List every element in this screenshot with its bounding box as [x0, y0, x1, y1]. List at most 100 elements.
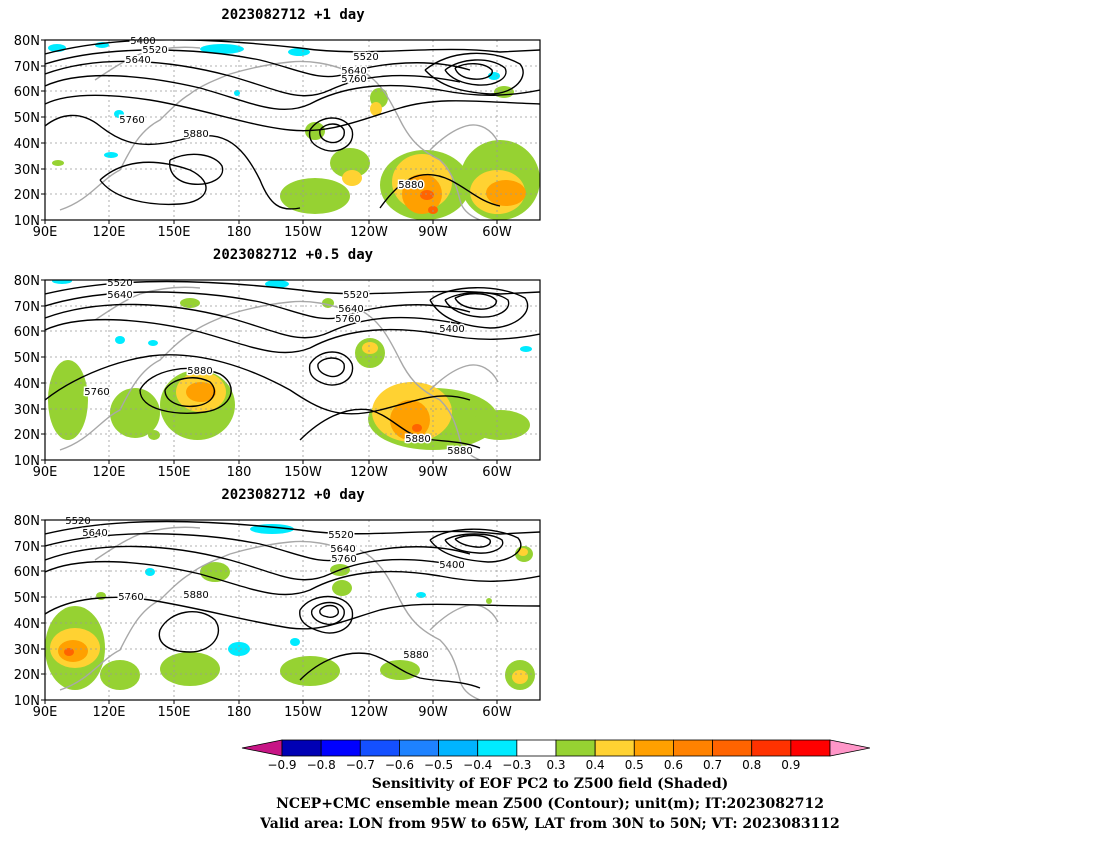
lon-tick-label: 90W: [418, 705, 448, 720]
z500-contour: [45, 60, 461, 97]
colorbar-box: [751, 739, 792, 757]
contour-label: 5640: [341, 66, 366, 77]
sensitivity-shading-patch: [148, 340, 158, 346]
z500-contour: [169, 153, 224, 185]
lat-tick-label: 70N: [14, 60, 40, 75]
contour-label: 5520: [65, 516, 90, 527]
z500-contour: [444, 533, 504, 554]
coastline: [359, 309, 481, 460]
z500-contour: [444, 291, 510, 318]
lon-tick-label: 90E: [33, 465, 58, 480]
sensitivity-shading-patch: [64, 648, 74, 656]
contour-label: 5520: [343, 290, 368, 301]
colorbar-box: [477, 739, 518, 757]
coastline: [359, 549, 481, 700]
coastline: [94, 286, 201, 321]
coastline: [359, 69, 481, 220]
colorbar-box: [320, 739, 361, 757]
contour-label: 5760: [331, 554, 356, 565]
sensitivity-shading-patch: [186, 382, 216, 402]
z500-contour: [158, 611, 220, 653]
coastline: [229, 60, 346, 75]
lat-tick-label: 30N: [14, 643, 40, 658]
z500-contour: [45, 40, 540, 55]
lat-tick-label: 50N: [14, 351, 40, 366]
contour-label: 5880: [398, 180, 423, 191]
z500-contour: [45, 94, 540, 132]
z500-contour: [308, 351, 354, 386]
lon-tick-label: 120E: [92, 225, 125, 240]
contour-label: 5520: [353, 52, 378, 63]
sensitivity-shading-patch: [115, 336, 125, 344]
contour-label: 5640: [125, 55, 150, 66]
colorbar-label: −0.6: [385, 758, 414, 772]
lat-tick-label: 20N: [14, 668, 40, 683]
contour-label: 5880: [187, 366, 212, 377]
contour-label: 5520: [142, 45, 167, 56]
lat-tick-label: 80N: [14, 514, 40, 529]
lon-tick-label: 150E: [157, 225, 190, 240]
coastline: [429, 604, 499, 631]
colorbar-label: −0.8: [307, 758, 336, 772]
contour-label: 5400: [439, 560, 464, 571]
sensitivity-shading-patch: [362, 342, 378, 354]
sensitivity-shading-patch: [380, 660, 420, 680]
contour-label: 5760: [118, 592, 143, 603]
sensitivity-shading-patch: [342, 170, 362, 186]
sensitivity-shading-patch: [486, 598, 492, 604]
lon-tick-label: 180: [227, 705, 252, 720]
lat-tick-label: 20N: [14, 188, 40, 203]
colorbar-label: −0.4: [463, 758, 492, 772]
z500-contour: [45, 533, 471, 562]
panel-title-2: 2023082712 +0.5 day: [212, 247, 374, 263]
z500-contour: [308, 117, 354, 152]
sensitivity-shading-patch: [412, 424, 422, 432]
sensitivity-shading-patch: [228, 642, 250, 656]
lat-tick-label: 70N: [14, 540, 40, 555]
lon-tick-label: 60W: [482, 225, 512, 240]
sensitivity-shading-patch: [486, 180, 526, 206]
z500-contour: [45, 74, 540, 111]
lon-tick-label: 120E: [92, 705, 125, 720]
colorbar-label: −0.9: [267, 758, 296, 772]
map-frame: [44, 279, 541, 461]
lon-tick-label: 150W: [284, 225, 322, 240]
colorbar-box: [555, 739, 596, 757]
lon-tick-label: 120W: [350, 705, 388, 720]
lat-tick-label: 30N: [14, 163, 40, 178]
contour-label: 5400: [130, 36, 155, 47]
colorbar-box: [281, 739, 322, 757]
z500-contour: [454, 534, 491, 548]
colorbar-box: [359, 739, 400, 757]
sensitivity-shading-patch: [180, 298, 200, 308]
lat-tick-label: 10N: [14, 454, 40, 469]
colorbar-low-arrow: [241, 739, 283, 757]
colorbar-box: [438, 739, 479, 757]
sensitivity-shading-patch: [148, 430, 160, 440]
z500-contour: [454, 293, 497, 310]
colorbar-label: 0.8: [742, 758, 761, 772]
lat-tick-label: 30N: [14, 403, 40, 418]
map-panel-plus1day: 54005520564057605880552056405760588010N2…: [14, 34, 541, 240]
lat-tick-label: 20N: [14, 428, 40, 443]
colorbar-box: [633, 739, 674, 757]
contour-label: 5640: [107, 290, 132, 301]
sensitivity-shading-patch: [290, 638, 300, 646]
sensitivity-shading-patch: [234, 90, 240, 96]
sensitivity-shading-patch: [288, 48, 310, 56]
z500-contour: [45, 596, 540, 630]
z500-contour: [379, 173, 501, 209]
contour-label: 5520: [328, 530, 353, 541]
contour-label: 5640: [82, 528, 107, 539]
coastline: [229, 540, 346, 555]
contour-label: 5880: [183, 129, 208, 140]
coastline: [94, 46, 201, 81]
colorbar-label: −0.7: [346, 758, 375, 772]
contour-label: 5760: [335, 314, 360, 325]
z500-contour: [45, 291, 471, 320]
lon-tick-label: 90E: [33, 705, 58, 720]
contour-label: 5640: [338, 304, 363, 315]
sensitivity-shading-patch: [48, 360, 88, 440]
sensitivity-shading-patch: [470, 410, 530, 440]
z500-contour: [45, 49, 471, 78]
